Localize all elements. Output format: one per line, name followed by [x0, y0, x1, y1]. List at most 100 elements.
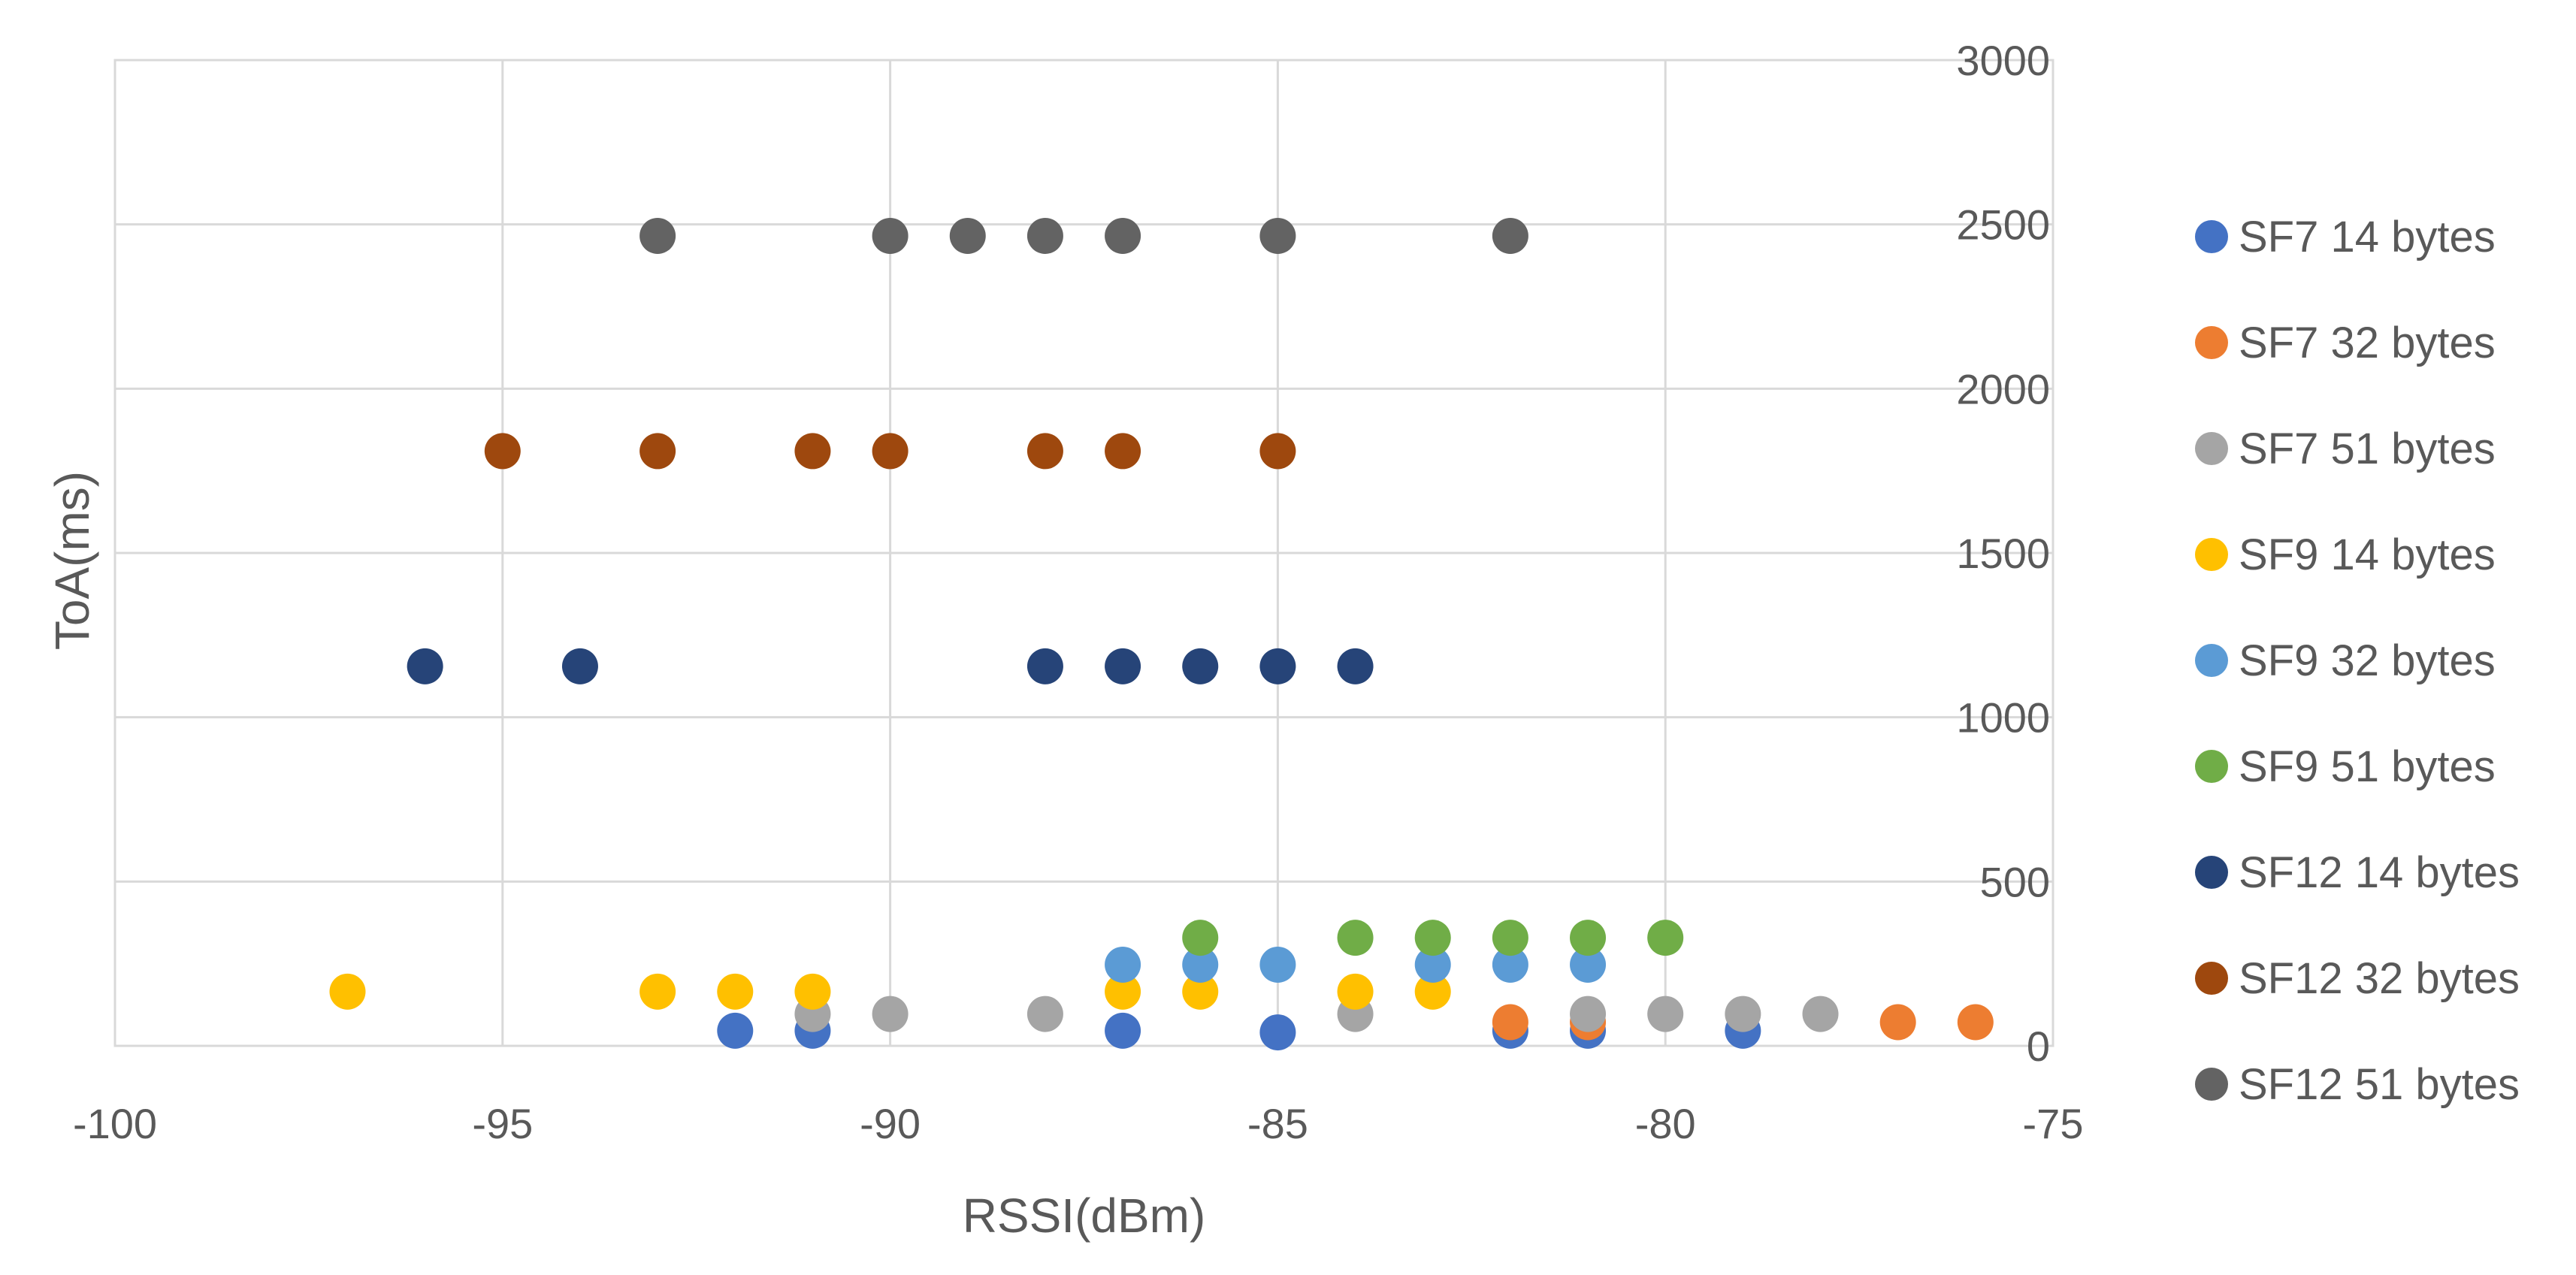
data-points	[329, 217, 1994, 1051]
legend-label: SF7 32 bytes	[2239, 319, 2496, 367]
data-point	[407, 648, 443, 684]
legend-label: SF12 51 bytes	[2239, 1060, 2520, 1109]
data-point	[1725, 996, 1761, 1032]
y-tick-label: 2500	[1956, 201, 2050, 249]
legend-label: SF7 14 bytes	[2239, 213, 2496, 261]
data-point	[1570, 996, 1607, 1032]
data-point	[1259, 217, 1296, 254]
data-point	[639, 433, 676, 470]
data-point	[794, 973, 831, 1010]
data-point	[1570, 920, 1607, 956]
legend-marker	[2195, 644, 2228, 677]
data-point	[1647, 996, 1684, 1032]
legend: SF7 14 bytes SF7 32 bytes SF7 51 bytes SF9 …	[2195, 213, 2520, 1109]
y-tick-label: 0	[2027, 1023, 2050, 1070]
x-axis-title: RSSI(dBm)	[963, 1189, 1206, 1243]
data-point	[1182, 648, 1219, 684]
data-point	[1182, 946, 1219, 983]
y-tick-label: 1500	[1956, 530, 2050, 577]
data-point	[484, 433, 521, 470]
legend-marker	[2195, 856, 2228, 889]
data-point	[1957, 1004, 1994, 1041]
data-point	[717, 1012, 754, 1049]
legend-marker	[2195, 750, 2228, 783]
data-point	[872, 433, 909, 470]
data-point	[872, 217, 909, 254]
plot-area	[113, 59, 2054, 1047]
legend-label: SF12 32 bytes	[2239, 954, 2520, 1003]
data-point	[1105, 433, 1141, 470]
data-point	[1492, 1004, 1528, 1041]
x-tick-label: -75	[2023, 1100, 2084, 1147]
data-point	[872, 996, 909, 1032]
data-point	[1259, 648, 1296, 684]
legend-item: SF9 14 bytes	[2195, 530, 2496, 579]
gridlines	[113, 59, 2054, 1047]
data-point	[1570, 946, 1607, 983]
data-point	[639, 973, 676, 1010]
legend-label: SF7 51 bytes	[2239, 424, 2496, 473]
data-point	[1259, 433, 1296, 470]
y-tick-label: 3000	[1956, 37, 2050, 84]
legend-marker	[2195, 432, 2228, 465]
data-point	[1026, 648, 1063, 684]
y-axis-title: ToA(ms)	[45, 471, 99, 650]
legend-item: SF7 32 bytes	[2195, 319, 2496, 367]
data-point	[1026, 217, 1063, 254]
legend-label: SF12 14 bytes	[2239, 848, 2520, 897]
data-point	[1337, 973, 1374, 1010]
data-point	[794, 433, 831, 470]
data-point	[949, 217, 986, 254]
y-tick-label: 2000	[1956, 365, 2050, 412]
x-tick-label: -90	[860, 1100, 921, 1147]
data-point	[1026, 433, 1063, 470]
legend-item: SF9 51 bytes	[2195, 742, 2496, 791]
data-point	[1414, 920, 1451, 956]
legend-item: SF9 32 bytes	[2195, 636, 2496, 685]
data-point	[1182, 973, 1219, 1010]
legend-item: SF12 32 bytes	[2195, 954, 2520, 1003]
y-axis-tick-labels: 0 500 1000 1500 2000 2500 3000	[1956, 37, 2050, 1070]
data-point	[639, 217, 676, 254]
legend-marker	[2195, 220, 2228, 253]
data-point	[1026, 996, 1063, 1032]
legend-item: SF12 51 bytes	[2195, 1060, 2520, 1109]
data-point	[1802, 996, 1839, 1032]
legend-marker	[2195, 538, 2228, 571]
data-point	[329, 973, 366, 1010]
data-point	[1105, 1012, 1141, 1049]
data-point	[1259, 946, 1296, 983]
legend-label: SF9 14 bytes	[2239, 530, 2496, 579]
data-point	[1105, 946, 1141, 983]
y-tick-label: 1000	[1956, 694, 2050, 742]
data-point	[1105, 217, 1141, 254]
legend-label: SF9 32 bytes	[2239, 636, 2496, 685]
legend-item: SF12 14 bytes	[2195, 848, 2520, 897]
data-point	[717, 973, 754, 1010]
data-point	[1259, 1014, 1296, 1051]
legend-marker	[2195, 1068, 2228, 1101]
data-point	[1879, 1004, 1916, 1041]
x-tick-label: -100	[73, 1100, 157, 1147]
data-point	[1492, 217, 1528, 254]
data-point	[1647, 920, 1684, 956]
data-point	[1414, 973, 1451, 1010]
data-point	[1337, 648, 1374, 684]
legend-item: SF7 14 bytes	[2195, 213, 2496, 261]
x-axis-tick-labels: -100 -95 -90 -85 -80 -75	[73, 1100, 2084, 1147]
legend-marker	[2195, 962, 2228, 995]
legend-label: SF9 51 bytes	[2239, 742, 2496, 791]
data-point	[1105, 973, 1141, 1010]
x-tick-label: -85	[1247, 1100, 1308, 1147]
legend-marker	[2195, 326, 2228, 359]
legend-item: SF7 51 bytes	[2195, 424, 2496, 473]
data-point	[1337, 920, 1374, 956]
data-point	[1182, 920, 1219, 956]
data-point	[1492, 946, 1528, 983]
data-point	[1414, 946, 1451, 983]
data-point	[561, 648, 598, 684]
data-point	[1492, 920, 1528, 956]
x-tick-label: -95	[472, 1100, 533, 1147]
x-tick-label: -80	[1635, 1100, 1696, 1147]
